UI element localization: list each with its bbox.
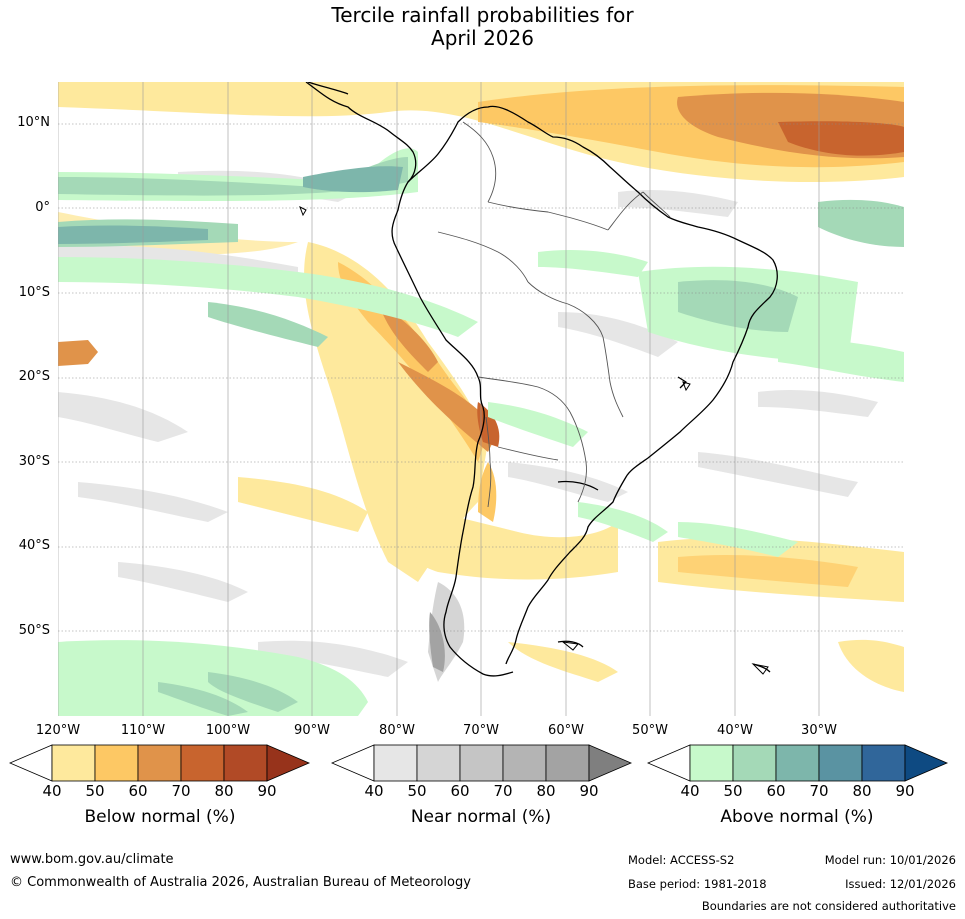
lon-label: 100°W <box>205 723 251 738</box>
lon-label: 90°W <box>294 723 330 738</box>
above-tick: 50 <box>723 782 743 800</box>
below-swatch <box>137 744 182 782</box>
title-line-1: Tercile rainfall probabilities for <box>331 3 634 27</box>
lat-label: 10°S <box>18 285 50 300</box>
map-canvas <box>58 82 904 716</box>
above-swatch <box>861 744 906 782</box>
near-tick: 80 <box>536 782 556 800</box>
title-line-2: April 2026 <box>431 26 534 50</box>
lat-label: 30°S <box>18 454 50 469</box>
above-swatch <box>775 744 820 782</box>
country-boundaries <box>437 121 671 508</box>
near-swatch <box>459 744 504 782</box>
near-normal-title: Near normal (%) <box>410 807 552 827</box>
near-tick: 50 <box>407 782 427 800</box>
lat-label: 0° <box>35 200 50 215</box>
above-tick: 70 <box>809 782 829 800</box>
disclaimer: Boundaries are not considered authoritat… <box>701 899 956 913</box>
near-tick: 40 <box>364 782 384 800</box>
below-swatch <box>51 744 96 782</box>
near-swatch <box>588 744 633 782</box>
colorbar-above-normal <box>646 744 949 782</box>
above-tick: 60 <box>766 782 786 800</box>
near-swatch <box>545 744 590 782</box>
below-tick: 40 <box>42 782 62 800</box>
near-tick: 70 <box>493 782 513 800</box>
below-normal-title: Below normal (%) <box>84 807 236 827</box>
above-tick: 90 <box>895 782 915 800</box>
below-tick: 80 <box>214 782 234 800</box>
below-tick: 50 <box>85 782 105 800</box>
near-tick: 60 <box>450 782 470 800</box>
lon-label: 50°W <box>632 723 668 738</box>
lat-label: 50°S <box>18 623 50 638</box>
lat-label: 20°S <box>18 369 50 384</box>
below-swatch <box>223 744 268 782</box>
lon-label: 40°W <box>717 723 753 738</box>
below-tick: 90 <box>257 782 277 800</box>
lon-label: 60°W <box>548 723 584 738</box>
model-run: Model run: 10/01/2026 <box>824 853 956 867</box>
below-swatch <box>180 744 225 782</box>
above-swatch <box>689 744 734 782</box>
above-tick: 80 <box>852 782 872 800</box>
colorbar-near-normal <box>330 744 633 782</box>
below-swatch <box>94 744 139 782</box>
above-normal-shading <box>58 148 904 716</box>
above-swatch <box>646 744 691 782</box>
lon-label: 110°W <box>120 723 166 738</box>
near-swatch <box>373 744 418 782</box>
above-normal-title: Above normal (%) <box>720 807 874 827</box>
above-swatch <box>904 744 949 782</box>
colorbars <box>8 744 949 782</box>
graticule <box>58 123 904 632</box>
near-swatch <box>502 744 547 782</box>
lon-label: 70°W <box>463 723 499 738</box>
above-swatch <box>732 744 777 782</box>
rainfall-probability-map <box>58 82 904 716</box>
near-swatch <box>330 744 375 782</box>
lon-label: 120°W <box>35 723 81 738</box>
meridians <box>58 82 820 716</box>
colorbar-below-normal <box>8 744 311 782</box>
near-swatch <box>416 744 461 782</box>
near-tick: 90 <box>579 782 599 800</box>
website-link[interactable]: www.bom.gov.au/climate <box>10 852 174 867</box>
islands <box>299 205 769 675</box>
issued-date: Issued: 12/01/2026 <box>845 877 956 891</box>
model-name: Model: ACCESS-S2 <box>628 853 735 867</box>
map-title: Tercile rainfall probabilities for April… <box>0 4 965 50</box>
base-period: Base period: 1981-2018 <box>628 877 767 891</box>
lat-label: 10°N <box>17 115 50 130</box>
below-swatch <box>8 744 53 782</box>
lat-label: 40°S <box>18 538 50 553</box>
copyright: © Commonwealth of Australia 2026, Austra… <box>10 875 471 890</box>
below-swatch <box>266 744 311 782</box>
above-swatch <box>818 744 863 782</box>
below-tick: 70 <box>171 782 191 800</box>
above-tick: 40 <box>680 782 700 800</box>
lon-label: 30°W <box>801 723 837 738</box>
lon-label: 80°W <box>379 723 415 738</box>
below-tick: 60 <box>128 782 148 800</box>
